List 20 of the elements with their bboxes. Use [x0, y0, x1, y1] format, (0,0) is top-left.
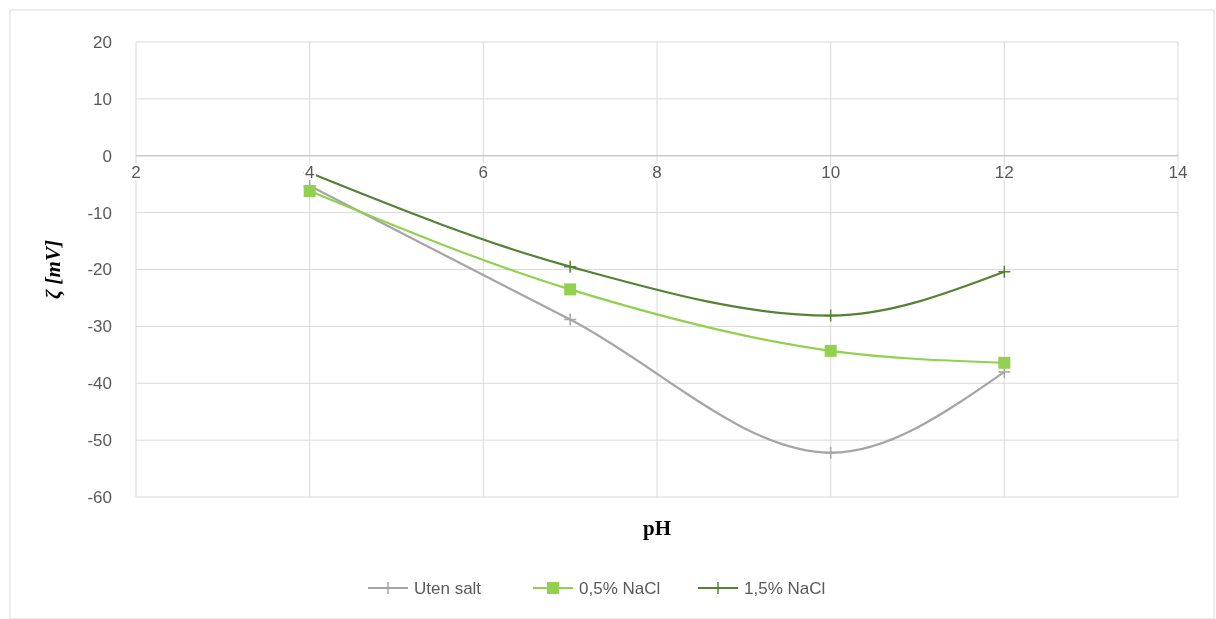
x-tick-label: 2 [131, 162, 141, 182]
x-tick-label: 14 [1168, 162, 1188, 182]
x-tick-label: 8 [652, 162, 662, 182]
y-tick-label: 0 [102, 146, 112, 166]
legend-label: Uten salt [414, 578, 482, 598]
x-tick-label: 10 [821, 162, 841, 182]
y-tick-label: -30 [87, 317, 112, 337]
y-tick-label: -40 [87, 374, 112, 394]
y-axis-title: ζ [mV] [41, 240, 65, 299]
y-tick-label: -60 [87, 487, 112, 507]
x-tick-label: 12 [994, 162, 1014, 182]
y-tick-label: -20 [87, 260, 112, 280]
legend-label: 1,5% NaCl [744, 578, 826, 598]
x-axis-title: pH [642, 516, 672, 540]
y-tick-label: -50 [87, 431, 112, 451]
y-tick-label: -10 [87, 203, 112, 223]
y-tick-label: 20 [93, 32, 112, 52]
y-tick-label: 10 [93, 89, 112, 109]
x-tick-label: 6 [478, 162, 489, 182]
legend-label: 0,5% NaCl [579, 578, 661, 598]
